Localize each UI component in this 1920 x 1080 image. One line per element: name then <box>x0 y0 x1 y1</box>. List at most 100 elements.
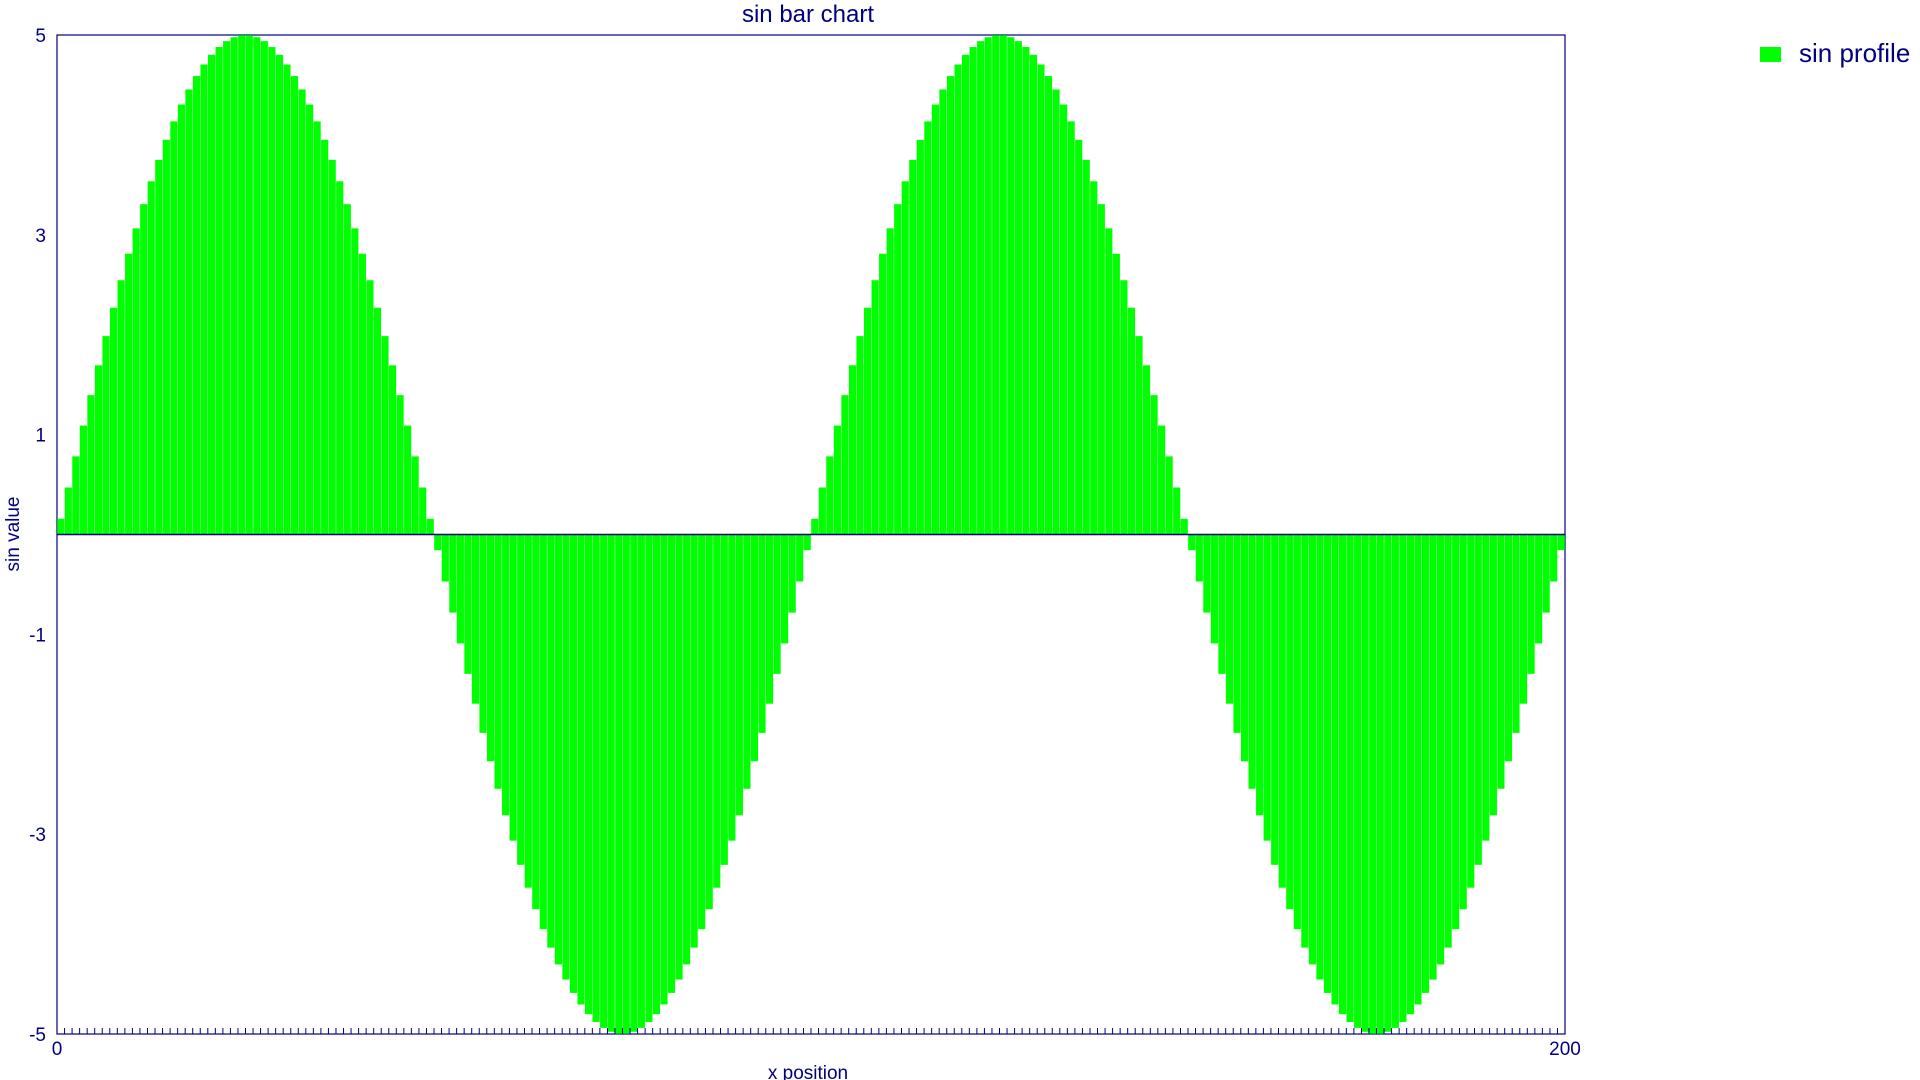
x-tick-label: 200 <box>1549 1039 1581 1060</box>
bar <box>200 64 208 535</box>
bar <box>238 35 246 535</box>
bar <box>826 456 834 535</box>
bar <box>675 534 683 980</box>
bar <box>215 47 223 535</box>
bar <box>1361 534 1369 1032</box>
bar <box>94 365 103 535</box>
bar <box>132 228 140 535</box>
bar <box>818 487 826 535</box>
bar <box>441 534 449 582</box>
bar <box>426 518 434 535</box>
bar <box>577 534 585 1005</box>
bar <box>486 534 495 762</box>
bar <box>283 64 291 535</box>
bar <box>1188 534 1196 551</box>
bar <box>1519 534 1528 704</box>
bar <box>109 307 118 535</box>
bar <box>223 41 231 535</box>
bar <box>562 534 570 980</box>
bar <box>207 54 216 535</box>
bar-series-sin-profile <box>57 35 1565 1034</box>
bar <box>1316 534 1324 980</box>
bar <box>260 41 268 535</box>
bar <box>690 534 698 948</box>
bar <box>419 487 427 535</box>
bar <box>961 54 970 535</box>
bar <box>1512 534 1520 733</box>
bar <box>343 204 351 535</box>
bar <box>1105 228 1113 535</box>
bar <box>1338 534 1347 1015</box>
bar <box>1542 534 1550 613</box>
bar <box>796 534 804 582</box>
bar <box>856 336 864 535</box>
bar <box>931 104 939 535</box>
bar <box>1489 534 1497 816</box>
bar <box>479 534 487 733</box>
bar <box>1263 534 1271 841</box>
legend-label-sin-profile: sin profile <box>1799 38 1910 68</box>
bar <box>494 534 502 789</box>
bar <box>909 159 917 535</box>
bar <box>140 204 148 535</box>
bar <box>1029 54 1038 535</box>
bar <box>502 534 510 816</box>
bar <box>1060 104 1068 535</box>
bar <box>245 35 253 535</box>
bar <box>1504 534 1513 762</box>
bar <box>871 280 879 535</box>
bar <box>1406 534 1415 1015</box>
bar <box>894 204 902 535</box>
x-axis-label: x position <box>768 1063 848 1080</box>
y-tick-label: 3 <box>35 226 46 247</box>
bar <box>524 534 532 888</box>
y-axis-label: sin value <box>3 497 24 572</box>
bar <box>788 534 796 613</box>
y-tick-label: -5 <box>29 1025 46 1046</box>
bar <box>449 534 457 613</box>
bar <box>1014 41 1022 535</box>
bar <box>1278 534 1286 888</box>
bar <box>637 534 645 1028</box>
bar <box>1240 534 1249 762</box>
bar <box>652 534 661 1015</box>
bar <box>1233 534 1241 733</box>
bar <box>683 534 691 965</box>
bar <box>1218 534 1226 674</box>
bar <box>1482 534 1490 841</box>
bar <box>290 76 299 535</box>
bar <box>1090 181 1098 535</box>
bar <box>1256 534 1264 816</box>
bar <box>1022 47 1030 535</box>
bar <box>547 534 555 948</box>
bar <box>358 253 366 535</box>
bar <box>901 181 909 535</box>
bar <box>253 37 261 535</box>
bar <box>992 35 1000 535</box>
bar <box>1535 534 1543 644</box>
bar <box>1097 204 1105 535</box>
bar <box>630 534 638 1032</box>
bar <box>879 253 887 535</box>
bar <box>1142 365 1151 535</box>
y-axis-ticks: 5 3 1 -1 -3 -5 <box>29 26 46 1046</box>
bar <box>125 253 133 535</box>
bar <box>79 425 87 535</box>
bar <box>1293 534 1301 930</box>
bar <box>373 307 382 535</box>
bar <box>1082 159 1090 535</box>
bar <box>532 534 540 910</box>
bar <box>773 534 781 674</box>
bar <box>954 64 962 535</box>
bar <box>1052 89 1060 535</box>
bar <box>600 534 608 1028</box>
bar <box>833 425 841 535</box>
y-tick-label: -3 <box>29 825 46 846</box>
bar <box>366 280 374 535</box>
bar <box>554 534 562 965</box>
bar <box>102 336 110 535</box>
bar <box>1346 534 1354 1022</box>
bar <box>1248 534 1256 789</box>
bar <box>984 37 992 535</box>
